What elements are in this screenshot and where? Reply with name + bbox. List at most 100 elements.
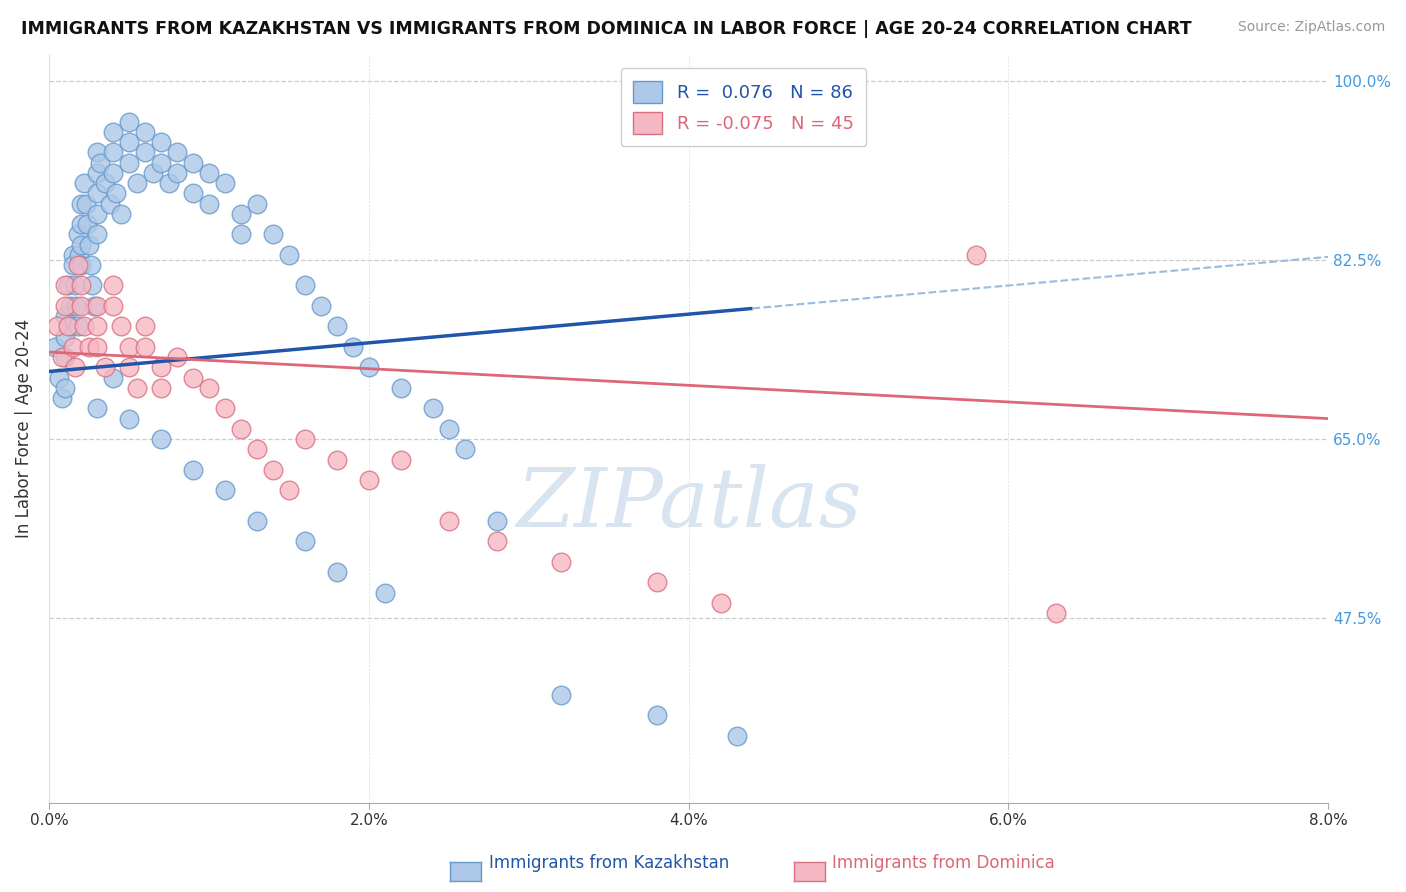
Point	[709, 596, 731, 610]
Point	[62, 340, 84, 354]
Point	[51, 391, 73, 405]
Point	[1045, 606, 1067, 620]
Point	[118, 114, 141, 128]
Point	[101, 299, 124, 313]
Point	[309, 299, 332, 313]
Point	[51, 350, 73, 364]
Point	[229, 207, 252, 221]
Point	[246, 514, 269, 528]
Point	[53, 309, 76, 323]
Point	[134, 319, 156, 334]
Point	[134, 340, 156, 354]
Y-axis label: In Labor Force | Age 20-24: In Labor Force | Age 20-24	[15, 319, 32, 539]
Point	[277, 483, 299, 498]
Point	[277, 248, 299, 262]
Point	[60, 319, 83, 334]
Point	[59, 299, 82, 313]
Point	[82, 278, 104, 293]
Point	[118, 340, 141, 354]
Point	[73, 319, 96, 334]
Point	[66, 319, 89, 334]
Point	[118, 360, 141, 375]
Point	[118, 135, 141, 149]
Point	[44, 340, 66, 354]
Point	[149, 155, 172, 169]
Point	[83, 299, 105, 313]
Point	[86, 166, 108, 180]
Point	[86, 299, 108, 313]
Point	[374, 585, 396, 599]
Point	[89, 155, 111, 169]
Point	[389, 452, 412, 467]
Point	[46, 319, 69, 334]
Point	[53, 329, 76, 343]
Point	[294, 278, 316, 293]
Text: Immigrants from Dominica: Immigrants from Dominica	[832, 855, 1054, 872]
Point	[70, 278, 93, 293]
Point	[229, 227, 252, 242]
Point	[70, 258, 93, 272]
Point	[48, 370, 70, 384]
Point	[214, 176, 236, 190]
Point	[53, 299, 76, 313]
Legend: R =  0.076   N = 86, R = -0.075   N = 45: R = 0.076 N = 86, R = -0.075 N = 45	[621, 68, 866, 146]
Point	[246, 196, 269, 211]
Point	[214, 483, 236, 498]
Point	[66, 227, 89, 242]
Point	[142, 166, 165, 180]
Point	[550, 555, 572, 569]
Text: ZIPatlas: ZIPatlas	[516, 464, 862, 543]
Point	[66, 258, 89, 272]
Point	[262, 463, 284, 477]
Point	[229, 422, 252, 436]
Point	[181, 370, 204, 384]
Point	[110, 207, 132, 221]
Point	[67, 248, 90, 262]
Point	[56, 319, 79, 334]
Point	[77, 237, 100, 252]
Point	[86, 186, 108, 201]
Point	[101, 145, 124, 160]
Point	[454, 442, 477, 457]
Point	[110, 319, 132, 334]
Point	[101, 125, 124, 139]
Point	[125, 176, 148, 190]
Point	[70, 196, 93, 211]
Point	[77, 340, 100, 354]
Point	[86, 145, 108, 160]
Point	[246, 442, 269, 457]
Point	[63, 360, 86, 375]
Point	[70, 217, 93, 231]
Point	[94, 360, 117, 375]
Point	[101, 370, 124, 384]
Point	[326, 452, 349, 467]
Point	[118, 155, 141, 169]
Point	[101, 166, 124, 180]
Point	[149, 135, 172, 149]
Point	[149, 381, 172, 395]
Point	[62, 258, 84, 272]
Point	[166, 166, 188, 180]
Point	[63, 278, 86, 293]
Point	[437, 422, 460, 436]
Point	[134, 145, 156, 160]
Point	[65, 299, 87, 313]
Point	[645, 575, 668, 590]
Point	[214, 401, 236, 416]
Point	[86, 401, 108, 416]
Point	[105, 186, 128, 201]
Point	[125, 381, 148, 395]
Point	[79, 258, 101, 272]
Point	[485, 534, 508, 549]
Point	[262, 227, 284, 242]
Point	[437, 514, 460, 528]
Point	[53, 350, 76, 364]
Point	[86, 227, 108, 242]
Point	[550, 688, 572, 702]
Point	[357, 360, 380, 375]
Point	[53, 381, 76, 395]
Point	[86, 319, 108, 334]
Point	[86, 340, 108, 354]
Point	[86, 207, 108, 221]
Point	[965, 248, 987, 262]
